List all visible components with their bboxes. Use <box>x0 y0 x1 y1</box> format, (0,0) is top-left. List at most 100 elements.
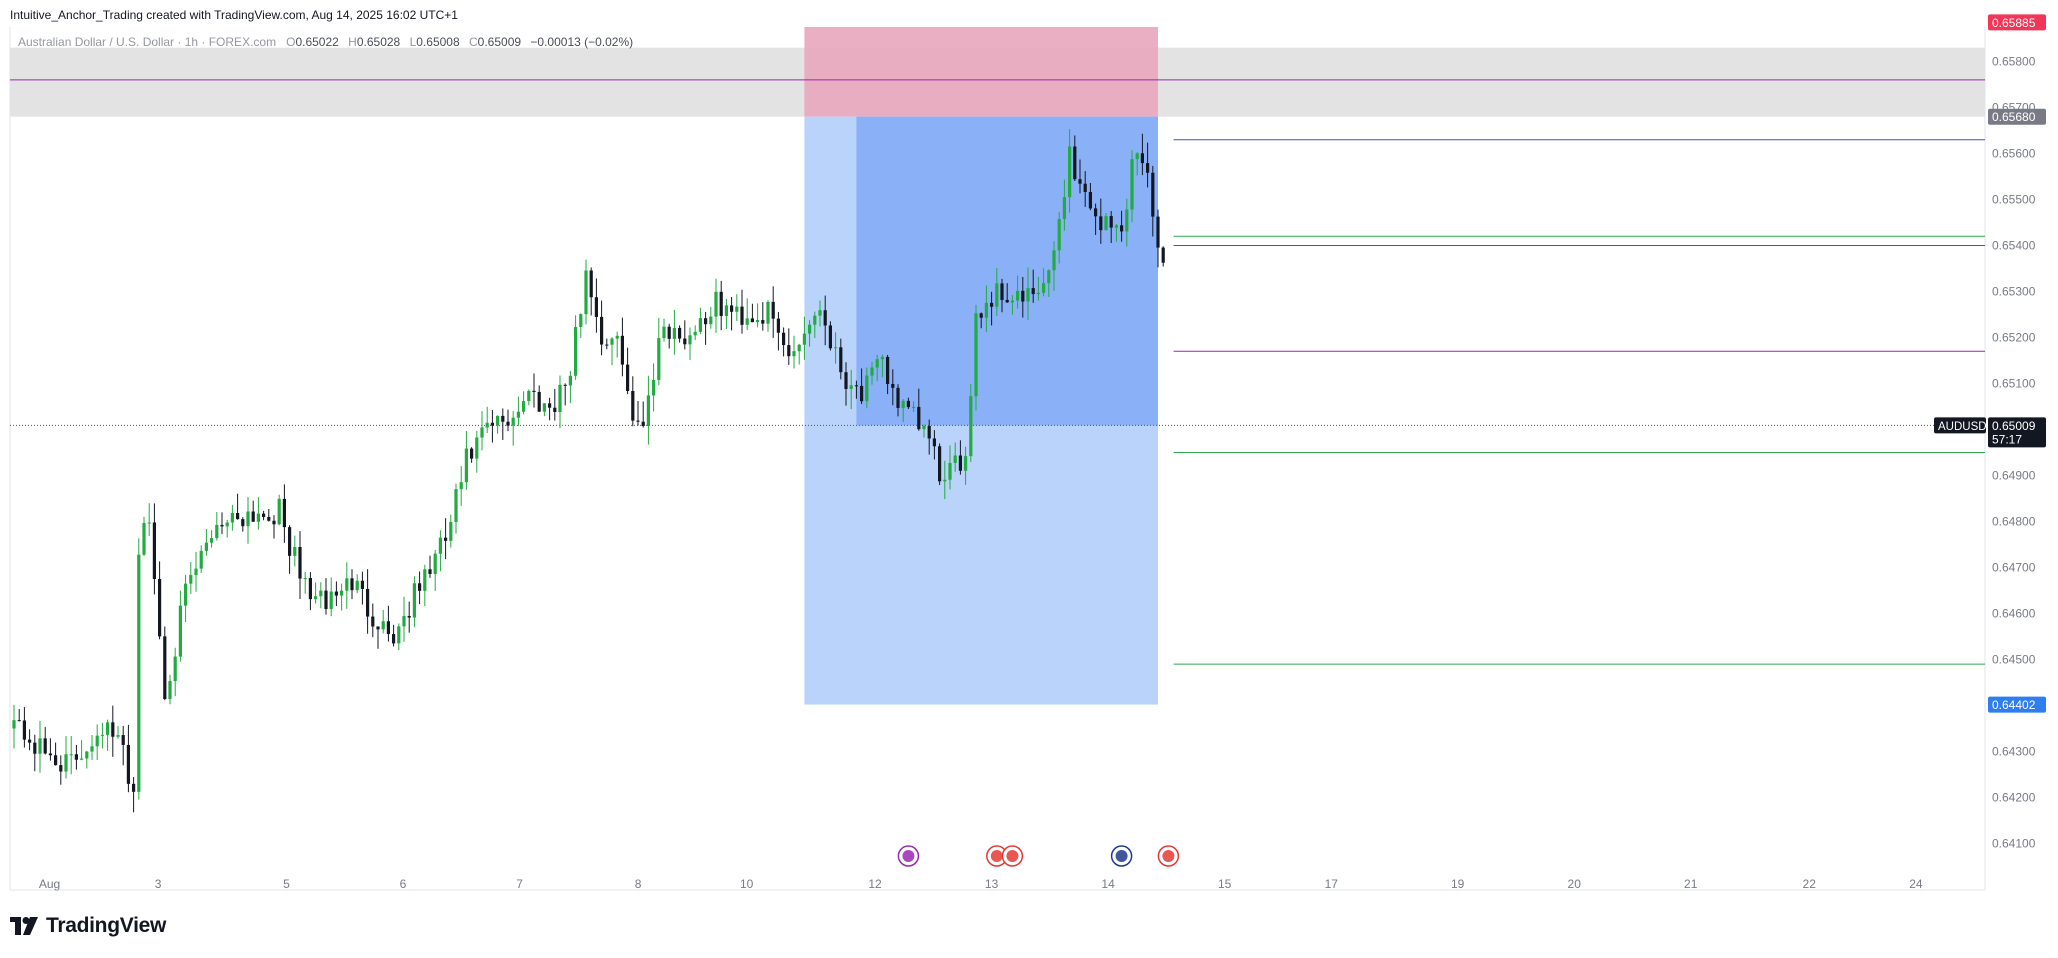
axes-layer: 0.658000.657000.656000.655000.654000.653… <box>39 14 2046 891</box>
current-price-label: 0.65009 <box>1992 419 2036 433</box>
candle-body <box>1042 283 1046 293</box>
x-tick-label: 7 <box>516 877 523 891</box>
candle-body <box>1031 288 1035 295</box>
candle-body <box>1156 216 1160 248</box>
candle-body <box>797 344 801 352</box>
candle-body <box>802 333 806 345</box>
candle-body <box>454 489 458 522</box>
candle-body <box>615 335 619 339</box>
candle-body <box>392 634 396 644</box>
candle-body <box>1130 159 1134 210</box>
x-tick-label: 20 <box>1568 877 1582 891</box>
y-tick-label: 0.64500 <box>1992 653 2036 667</box>
candle-body <box>839 347 843 373</box>
candle-body <box>1036 292 1040 295</box>
candle-body <box>1078 179 1082 184</box>
candle-body <box>1109 216 1113 228</box>
tradingview-brand[interactable]: TradingView <box>10 914 166 938</box>
candle-body <box>1135 153 1139 160</box>
candle-body <box>236 513 240 520</box>
candle-body <box>288 527 292 556</box>
x-tick-label: 6 <box>400 877 407 891</box>
legend-close: 0.65009 <box>477 35 522 49</box>
candle-body <box>366 588 370 617</box>
candle-body <box>449 521 453 541</box>
candle-body <box>464 448 468 483</box>
legend-symbol: Australian Dollar / U.S. Dollar · 1h · F… <box>18 35 277 49</box>
candle-body <box>412 583 416 618</box>
candle-body <box>59 765 63 772</box>
candle-body <box>953 455 957 463</box>
candle-body <box>813 315 817 325</box>
events-layer <box>897 845 1180 867</box>
us-event-flag-icon <box>1001 845 1024 867</box>
candle-body <box>293 546 297 556</box>
candle-body <box>938 446 942 482</box>
candle-body <box>901 400 905 408</box>
us-event-flag-icon <box>986 845 1008 867</box>
legend-low-key: L <box>409 35 417 49</box>
candle-body <box>475 437 479 459</box>
candles-layer <box>12 129 1165 813</box>
candle-body <box>168 681 172 700</box>
candle-body <box>1094 208 1098 217</box>
candle-body <box>360 580 364 589</box>
candle-body <box>527 390 531 402</box>
zones-layer <box>10 27 1985 705</box>
candle-body <box>163 636 167 700</box>
candle-body <box>771 301 775 319</box>
candle-body <box>340 590 344 596</box>
current-price-tag-bg <box>1988 417 2046 448</box>
x-tick-label: 17 <box>1325 877 1339 891</box>
x-tick-label: 3 <box>155 877 162 891</box>
candle-body <box>1146 163 1150 173</box>
chart-caption: Intuitive_Anchor_Trading created with Tr… <box>10 8 458 22</box>
candle-body <box>282 498 286 528</box>
candle-body <box>381 621 385 630</box>
candle-body <box>277 498 281 525</box>
event-dot <box>902 850 915 862</box>
candle-body <box>516 411 520 418</box>
candle-body <box>438 537 442 554</box>
y-tick-label: 0.65400 <box>1992 239 2036 253</box>
candle-body <box>678 327 682 339</box>
levels-layer <box>10 79 1985 665</box>
y-tick-label: 0.65800 <box>1992 55 2036 69</box>
candle-body <box>683 338 687 345</box>
legend-change: −0.00013 (−0.02%) <box>530 35 634 49</box>
candle-body <box>511 417 515 426</box>
candle-body <box>74 754 78 760</box>
candle-body <box>189 574 193 584</box>
y-tick-label: 0.65300 <box>1992 285 2036 299</box>
entry-price-label: 0.65680 <box>1992 110 2036 124</box>
candle-body <box>917 406 921 430</box>
target-price-label-bg <box>1988 696 2046 713</box>
candle-body <box>1026 288 1030 302</box>
countdown-label: 57:17 <box>1992 432 2022 446</box>
candle-body <box>147 522 151 524</box>
candle-body <box>626 364 630 392</box>
legend-open: 0.65022 <box>295 35 339 49</box>
y-tick-label: 0.64800 <box>1992 515 2036 529</box>
candle-body <box>995 283 999 307</box>
candle-body <box>667 326 671 339</box>
candle-body <box>173 656 177 682</box>
candle-body <box>480 427 484 438</box>
candle-body <box>714 291 718 317</box>
candle-body <box>22 720 26 740</box>
y-tick-label: 0.64200 <box>1992 791 2036 805</box>
candle-body <box>891 383 895 388</box>
candle-body <box>85 751 89 759</box>
candle-body <box>969 396 973 457</box>
candle-body <box>834 347 838 349</box>
symbol-tag-bg <box>1934 417 1986 434</box>
candle-body <box>631 391 635 421</box>
candle-body <box>1010 300 1014 303</box>
stop-loss-zone <box>804 27 1158 117</box>
candle-body <box>90 746 94 752</box>
candle-body <box>553 407 557 412</box>
candle-body <box>688 335 692 345</box>
candle-body <box>1005 299 1009 303</box>
candle-body <box>761 320 765 324</box>
